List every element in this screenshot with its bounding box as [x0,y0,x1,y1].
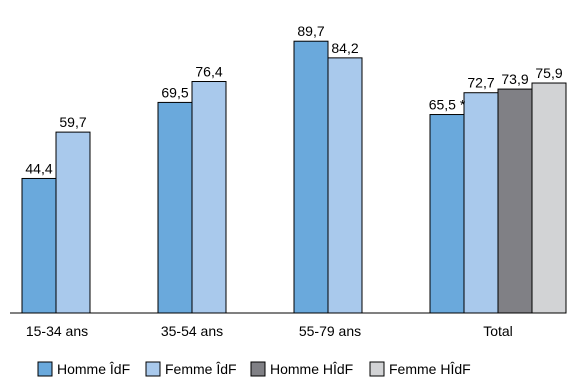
category-label-4: Total [483,323,513,339]
category-label-2: 35-54 ans [161,323,223,339]
value-label-1-3: 89,7 [297,23,324,39]
bar-2-3 [328,58,362,313]
bar-2-4 [464,93,498,313]
bar-4-4 [532,83,566,313]
bar-2-2 [192,82,226,313]
value-label-2-3: 84,2 [331,40,358,56]
category-labels-group: 15-34 ans 35-54 ans 55-79 ans Total [26,323,513,339]
value-label-4-4: 75,9 [535,65,562,81]
bar-1-3 [294,41,328,313]
legend-swatch-1 [38,362,52,376]
legend-label-3: Homme HÎdF [270,361,353,377]
value-label-1-4: 65,5 * [429,97,466,113]
bar-1-4 [430,115,464,313]
value-label-1-1: 44,4 [25,160,52,176]
legend-label-1: Homme ÎdF [57,361,130,377]
value-label-2-2: 76,4 [195,64,222,80]
value-label-3-4: 73,9 [501,71,528,87]
legend-label-2: Femme ÎdF [165,361,237,377]
legend-label-4: Femme HÎdF [389,361,471,377]
legend-swatch-3 [251,362,265,376]
bar-1-2 [158,102,192,313]
category-label-1: 15-34 ans [26,323,88,339]
value-label-1-2: 69,5 [161,84,188,100]
category-label-3: 55-79 ans [299,323,361,339]
legend: Homme ÎdF Femme ÎdF Homme HÎdF Femme HÎdF [38,361,471,377]
bar-2-1 [56,132,90,313]
bar-3-4 [498,89,532,313]
legend-swatch-4 [370,362,384,376]
legend-swatch-2 [146,362,160,376]
value-label-2-1: 59,7 [59,114,86,130]
value-label-2-4: 72,7 [467,75,494,91]
bar-1-1 [22,178,56,313]
